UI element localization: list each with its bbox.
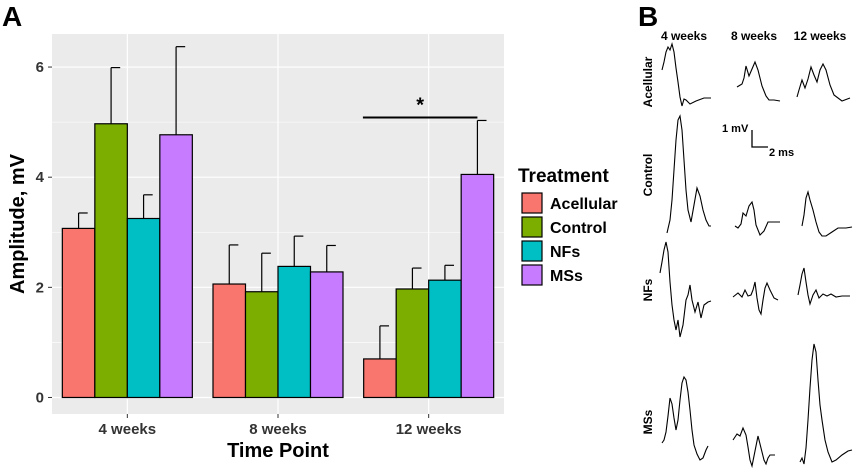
bar-mss-8-weeks: [309, 271, 344, 399]
legend-label-nfs: NFs: [550, 244, 580, 261]
x-axis-ticks: 4 weeks 8 weeks 12 weeks: [99, 414, 462, 438]
y-axis-ticks: 0 2 4 6: [36, 59, 52, 406]
bar-nfs-8-weeks: [277, 265, 312, 399]
bar-chart: 0 2 4 6 4 weeks 8 weeks 12 weeks * Time Point…: [7, 34, 504, 462]
panel-b-letter: B: [638, 1, 658, 32]
trace-nfs-4-weeks: [659, 241, 712, 338]
y-tick-label: 2: [36, 279, 44, 296]
x-tick-label: 8 weeks: [249, 421, 307, 438]
bar-acellular-12-weeks: [363, 358, 397, 399]
y-tick-label: 4: [36, 169, 45, 186]
trace-acellular-12-weeks: [796, 62, 851, 102]
y-tick-label: 0: [36, 389, 44, 406]
legend-label-acellular: Acellular: [550, 196, 618, 213]
panel-a-letter: A: [2, 1, 22, 32]
trace-mss-8-weeks: [732, 426, 775, 469]
trace-column-headers: 4 weeks 8 weeks 12 weeks: [661, 29, 847, 43]
bar-nfs-4-weeks: [126, 217, 161, 399]
row-label-acellular: Acellular: [641, 56, 655, 107]
row-label-nfs: NFs: [641, 278, 655, 301]
trace-row-labels: Acellular Control NFs MSs: [641, 56, 655, 434]
bar-nfs-12-weeks: [428, 279, 462, 399]
trace-control-4-weeks: [666, 114, 711, 234]
trace-acellular-4-weeks: [661, 42, 711, 107]
legend-swatch-control: [521, 216, 543, 238]
x-tick-label: 4 weeks: [99, 421, 157, 438]
column-header-12-weeks: 12 weeks: [794, 29, 847, 43]
scale-bar-time-label: 2 ms: [769, 147, 794, 159]
scale-bar-lines: [751, 130, 768, 148]
x-tick-label: 12 weeks: [396, 421, 462, 438]
emg-traces: [659, 42, 853, 469]
bar-mss-12-weeks: [460, 173, 495, 399]
bar-acellular-8-weeks: [212, 283, 247, 399]
x-axis-title: Time Point: [227, 440, 329, 462]
scale-bar: 1 mV 2 ms: [722, 123, 794, 159]
significance-label: *: [416, 94, 424, 116]
trace-acellular-8-weeks: [736, 60, 781, 102]
bar-mss-4-weeks: [159, 134, 193, 399]
legend-label-mss: MSs: [550, 268, 583, 285]
legend-label-control: Control: [550, 220, 607, 237]
column-header-4-weeks: 4 weeks: [661, 29, 707, 43]
trace-mss-12-weeks: [799, 343, 853, 465]
legend-swatch-nfs: [521, 240, 543, 262]
trace-control-12-weeks: [801, 190, 853, 237]
scale-bar-voltage-label: 1 mV: [722, 123, 749, 135]
error-bars: [77, 46, 487, 359]
legend-items: Acellular Control NFs MSs: [521, 192, 618, 286]
bar-acellular-4-weeks: [61, 227, 96, 399]
legend-swatch-mss: [521, 264, 543, 286]
trace-nfs-8-weeks: [732, 281, 779, 316]
y-axis-title: Amplitude, mV: [7, 153, 29, 294]
trace-control-8-weeks: [734, 200, 780, 236]
y-tick-label: 6: [36, 59, 44, 76]
trace-nfs-12-weeks: [797, 267, 850, 307]
row-label-mss: MSs: [641, 409, 655, 434]
significance-marker: *: [362, 94, 478, 119]
column-header-8-weeks: 8 weeks: [731, 29, 777, 43]
legend: Treatment Acellular Control NFs MSs: [518, 166, 618, 286]
bar-control-4-weeks: [94, 123, 128, 399]
legend-swatch-acellular: [521, 192, 543, 214]
trace-mss-4-weeks: [661, 375, 709, 461]
bars: [61, 123, 495, 399]
bar-control-12-weeks: [395, 288, 430, 399]
legend-title: Treatment: [518, 166, 609, 187]
row-label-control: Control: [641, 154, 655, 197]
bar-control-8-weeks: [244, 291, 279, 399]
